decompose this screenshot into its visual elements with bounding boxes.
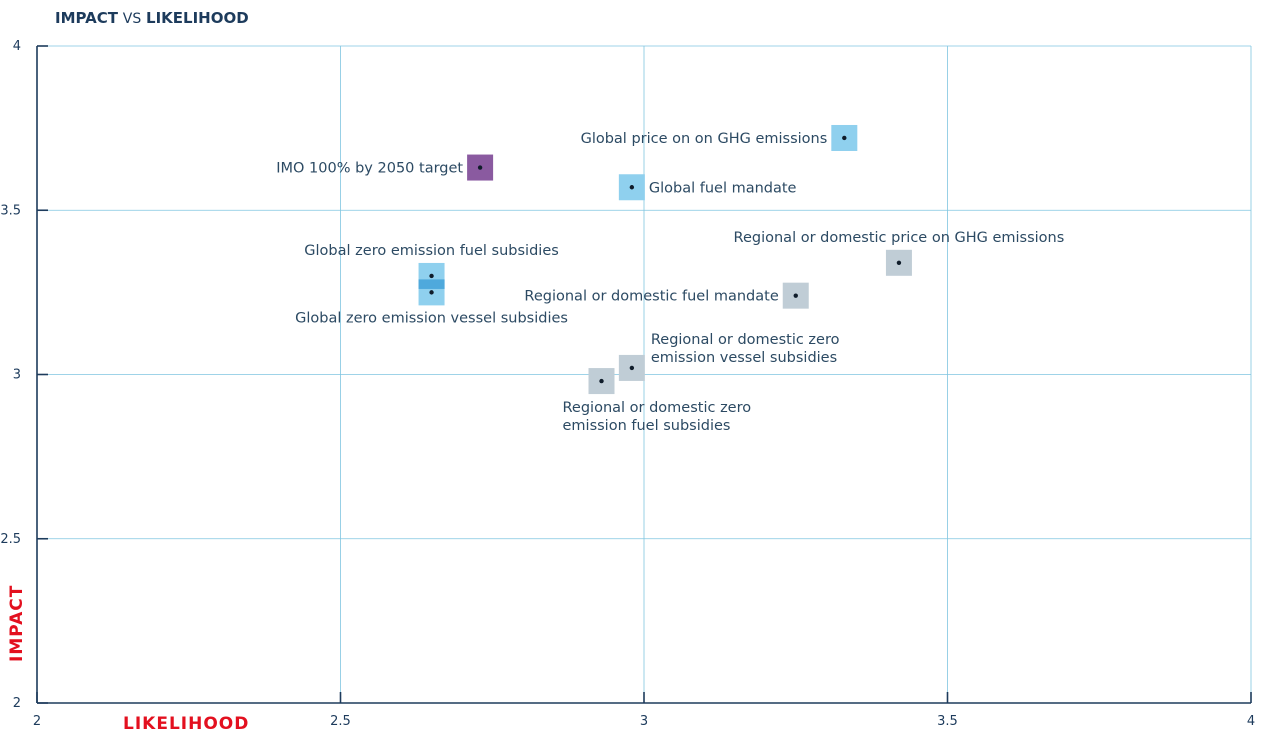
point-label: Global zero emission vessel subsidies bbox=[295, 310, 568, 326]
grid-lines bbox=[37, 45, 1252, 703]
data-point-dot bbox=[629, 185, 635, 190]
x-tick-label: 3.5 bbox=[937, 714, 958, 729]
data-point-dot bbox=[793, 293, 798, 298]
title-likelihood: LIKELIHOOD bbox=[146, 9, 249, 27]
point-label: Regional or domestic price on GHG emissi… bbox=[734, 230, 1065, 246]
x-tick-label: 4 bbox=[1247, 714, 1255, 729]
title-impact: IMPACT bbox=[55, 9, 118, 27]
data-point-dot bbox=[629, 365, 635, 371]
x-tick-label: 2.5 bbox=[330, 714, 351, 729]
point-label: Regional or domestic zero emission fuel s… bbox=[563, 400, 752, 434]
chart-title: IMPACT VS LIKELIHOOD bbox=[55, 9, 249, 27]
data-point-overlap bbox=[418, 279, 445, 289]
point-label: Global zero emission fuel subsidies bbox=[304, 243, 559, 259]
axes bbox=[36, 45, 1252, 704]
point-label: IMO 100% by 2050 target bbox=[276, 161, 463, 177]
x-axis-label: LIKELIHOOD bbox=[123, 714, 250, 734]
data-point-dot bbox=[896, 260, 902, 266]
y-tick-label: 3.5 bbox=[0, 203, 21, 218]
y-tick-label: 3 bbox=[13, 368, 21, 383]
point-label: Global price on on GHG emissions bbox=[581, 131, 828, 147]
y-tick-label: 2.5 bbox=[0, 532, 21, 547]
data-point-dot bbox=[842, 135, 847, 141]
data-point-dot bbox=[599, 378, 604, 384]
data-point-dot bbox=[477, 165, 483, 170]
point-label: Regional or domestic fuel mandate bbox=[524, 289, 778, 305]
data-point-dot bbox=[429, 290, 434, 295]
data-points bbox=[418, 124, 912, 395]
y-tick-label: 2 bbox=[13, 696, 21, 711]
point-label: Global fuel mandate bbox=[649, 180, 797, 196]
point-label: Regional or domestic zero emission vessel… bbox=[651, 332, 840, 366]
y-tick-label: 4 bbox=[13, 39, 21, 54]
x-tick-label: 2 bbox=[33, 714, 41, 729]
data-point-dot bbox=[429, 273, 434, 279]
title-vs: VS bbox=[122, 11, 142, 27]
tick-labels: 2 2.5 3 3.5 4 2 2.5 3 3.5 4 bbox=[0, 39, 1255, 729]
y-axis-label: IMPACT bbox=[7, 584, 27, 662]
x-tick-label: 3 bbox=[640, 714, 648, 729]
point-labels: Global price on on GHG emissions IMO 100%… bbox=[276, 131, 1064, 434]
